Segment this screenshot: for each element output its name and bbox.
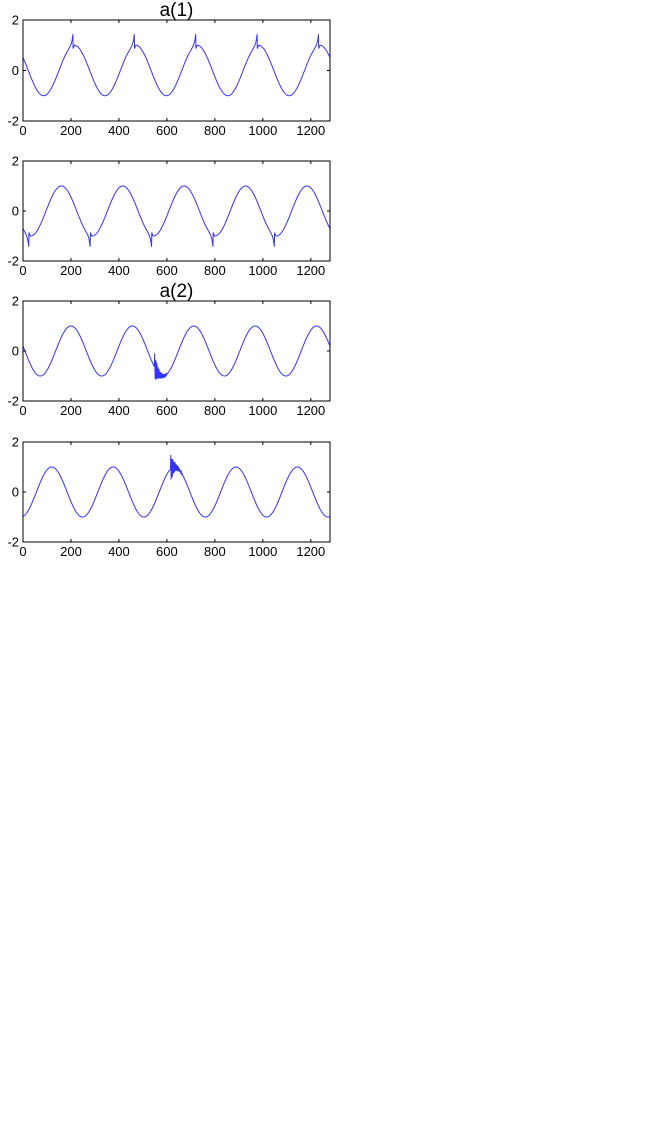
x-tick-label: 1200	[296, 123, 325, 138]
x-tick-label: 0	[19, 123, 26, 138]
x-tick-label: 800	[204, 403, 226, 418]
subplot-3: 0 200 400 600 800 1000 1200-202 a(2)	[7, 281, 331, 418]
y-tick-label: -2	[7, 394, 19, 409]
x-tick-label: 400	[108, 544, 130, 559]
x-tick-label: 0	[19, 263, 26, 278]
x-tick-label: 800	[204, 263, 226, 278]
series-line-1	[23, 185, 330, 247]
x-tick-label: 600	[156, 123, 178, 138]
x-tick-label: 1000	[248, 263, 277, 278]
subplot-1: 0 200 400 600 800 1000 1200-202 a(1)	[7, 0, 331, 138]
x-tick-label: 1000	[248, 544, 277, 559]
x-tick-label: 1200	[296, 263, 325, 278]
y-tick-label: 2	[12, 435, 19, 450]
subplot-title: a(2)	[160, 281, 194, 302]
x-tick-label: 400	[108, 263, 130, 278]
x-tick-label: 800	[204, 544, 226, 559]
y-tick-label: 2	[12, 13, 19, 28]
subplot-title: a(1)	[160, 0, 194, 21]
series-line-1	[23, 454, 330, 518]
x-tick-label: 200	[60, 263, 82, 278]
x-tick-label: 400	[108, 123, 130, 138]
x-tick-label: 600	[156, 403, 178, 418]
axes-box	[22, 160, 331, 262]
x-tick-label: 0	[19, 403, 26, 418]
y-tick-label: 2	[12, 154, 19, 169]
axes-box	[22, 300, 331, 402]
x-tick-label: 200	[60, 403, 82, 418]
series-line-1	[23, 325, 330, 380]
axes-box	[22, 19, 331, 122]
x-tick-label: 400	[108, 403, 130, 418]
y-tick-label: 2	[12, 294, 19, 309]
y-tick-label: 0	[12, 204, 19, 219]
y-tick-label: 0	[12, 485, 19, 500]
series-line-1	[23, 34, 330, 97]
y-tick-label: 0	[12, 344, 19, 359]
x-tick-label: 600	[156, 544, 178, 559]
x-tick-label: 600	[156, 263, 178, 278]
x-tick-label: 1200	[296, 544, 325, 559]
y-tick-label: -2	[7, 114, 19, 129]
axes-box	[22, 441, 331, 543]
x-tick-label: 1200	[296, 403, 325, 418]
x-tick-label: 1000	[248, 403, 277, 418]
x-tick-label: 800	[204, 123, 226, 138]
y-tick-label: -2	[7, 535, 19, 550]
subplot-2: 0 200 400 600 800 1000 1200-202	[7, 154, 331, 278]
subplot-4: 0 200 400 600 800 1000 1200-202	[7, 435, 331, 559]
x-tick-label: 1000	[248, 123, 277, 138]
x-tick-label: 0	[19, 544, 26, 559]
x-tick-label: 200	[60, 544, 82, 559]
x-tick-label: 200	[60, 123, 82, 138]
y-tick-label: 0	[12, 63, 19, 78]
y-tick-label: -2	[7, 254, 19, 269]
